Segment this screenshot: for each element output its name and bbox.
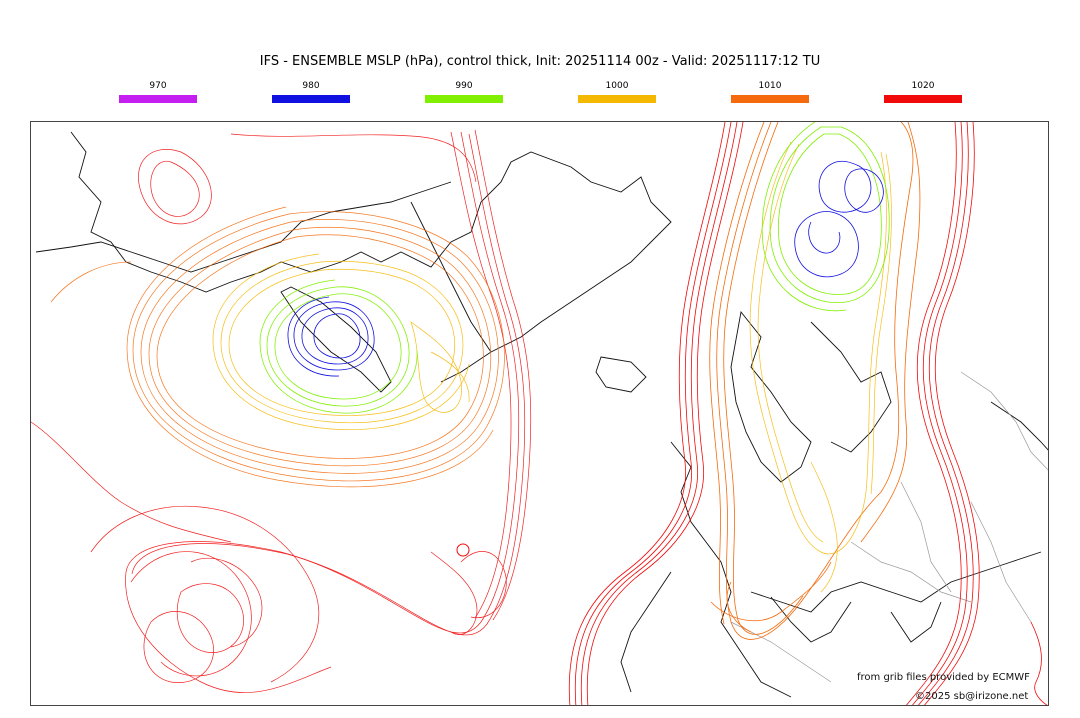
legend-item-1010: 1010 <box>731 80 809 103</box>
source-credit: from grib files provided by ECMWF <box>857 672 1030 683</box>
isobars-990-left <box>259 279 418 414</box>
legend-swatch <box>119 95 197 103</box>
map-panel[interactable] <box>30 121 1049 706</box>
chart-title: IFS - ENSEMBLE MSLP (hPa), control thick… <box>259 54 821 69</box>
isobars-990-right <box>761 122 890 312</box>
isobars-1020-right <box>568 122 1048 705</box>
legend-label: 1020 <box>911 81 935 91</box>
legend-swatch <box>272 95 350 103</box>
legend-label: 990 <box>455 81 473 91</box>
copyright-credit: ©2025 sb@irizone.net <box>915 691 1029 702</box>
isobars-1010-right <box>709 122 921 640</box>
legend-label: 980 <box>302 81 320 91</box>
isobars-980-right <box>794 160 884 278</box>
isobars-1000-left <box>212 253 470 431</box>
legend-item-1000: 1000 <box>578 80 656 103</box>
borders <box>730 371 1048 683</box>
legend-swatch <box>425 95 503 103</box>
isobars-1010-left <box>50 206 505 488</box>
map-canvas <box>31 122 1048 705</box>
legend-swatch <box>884 95 962 103</box>
legend-label: 970 <box>149 81 167 91</box>
legend-swatch <box>731 95 809 103</box>
legend-item-980: 980 <box>272 80 350 103</box>
isobars-980-left <box>287 296 375 377</box>
coastlines <box>35 131 1048 698</box>
legend-item-970: 970 <box>119 80 197 103</box>
legend-item-1020: 1020 <box>884 80 962 103</box>
legend-item-990: 990 <box>425 80 503 103</box>
isobar-closed-contour <box>456 543 470 557</box>
legend-swatch <box>578 95 656 103</box>
legend-label: 1000 <box>605 81 629 91</box>
isobars-1000-right <box>749 141 892 593</box>
isobars-1020-left <box>31 129 532 693</box>
legend-label: 1010 <box>758 81 782 91</box>
